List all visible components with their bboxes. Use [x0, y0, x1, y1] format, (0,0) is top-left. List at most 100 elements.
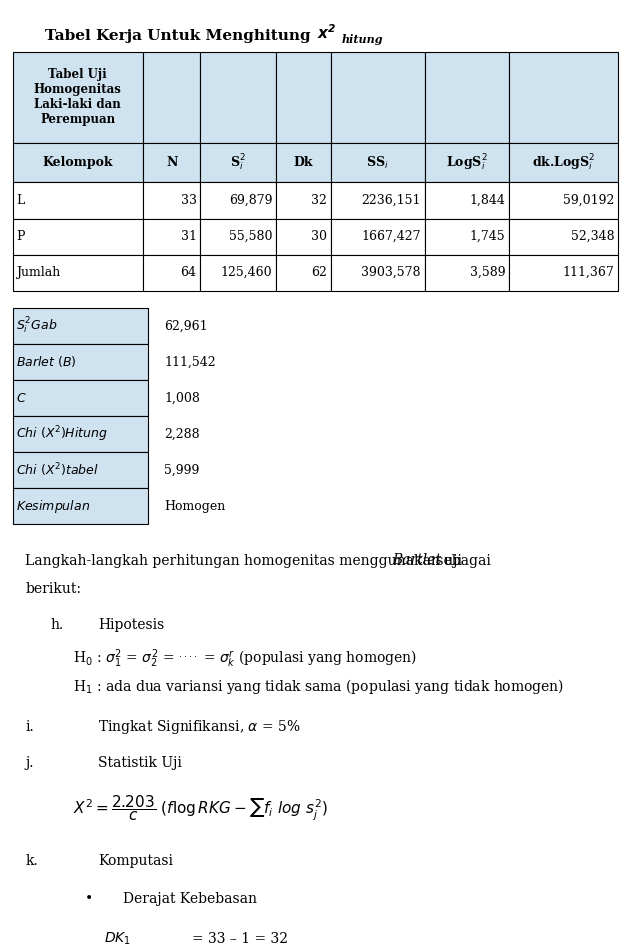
Text: 62: 62	[311, 266, 327, 279]
Text: $\bfit{x}^2$: $\bfit{x}^2$	[317, 23, 336, 42]
Text: 1,844: 1,844	[469, 194, 505, 207]
Bar	[425, 182, 509, 218]
Text: Homogen: Homogen	[164, 500, 225, 513]
Text: 62,961: 62,961	[164, 319, 208, 332]
Text: Kelompok: Kelompok	[42, 156, 113, 169]
Bar	[143, 218, 201, 255]
Text: 1,745: 1,745	[470, 230, 505, 243]
Bar	[331, 182, 425, 218]
Text: 2,288: 2,288	[164, 428, 199, 441]
Text: Bartlet: Bartlet	[392, 554, 442, 567]
Bar	[331, 142, 425, 182]
Text: 64: 64	[180, 266, 197, 279]
Bar	[425, 255, 509, 291]
Bar	[276, 52, 331, 142]
Bar	[276, 218, 331, 255]
Text: H$_0$ : $\sigma_1^2$ = $\sigma_2^2$ = $^{....}$ = $\sigma_k^r$ (populasi yang ho: H$_0$ : $\sigma_1^2$ = $\sigma_2^2$ = $^…	[73, 647, 416, 670]
Text: berikut:: berikut:	[25, 582, 81, 596]
Text: hitung: hitung	[342, 34, 384, 46]
Bar	[13, 308, 148, 344]
Bar	[201, 52, 276, 142]
Text: 69,879: 69,879	[229, 194, 273, 207]
Text: k.: k.	[25, 854, 38, 867]
Text: 3,589: 3,589	[470, 266, 505, 279]
Bar	[331, 218, 425, 255]
Bar	[331, 255, 425, 291]
Bar	[13, 452, 148, 488]
Text: 32: 32	[311, 194, 327, 207]
Bar	[509, 52, 618, 142]
Bar	[143, 52, 201, 142]
Bar	[509, 218, 618, 255]
Text: 31: 31	[180, 230, 197, 243]
Text: dk.LogS$_i^2$: dk.LogS$_i^2$	[532, 152, 596, 173]
Text: H$_1$ : ada dua variansi yang tidak sama (populasi yang tidak homogen): H$_1$ : ada dua variansi yang tidak sama…	[73, 677, 563, 696]
Text: Statistik Uji: Statistik Uji	[98, 756, 182, 770]
Text: Langkah-langkah perhitungan homogenitas menggunakan uji: Langkah-langkah perhitungan homogenitas …	[25, 554, 466, 567]
Bar	[13, 255, 143, 291]
Text: 3903,578: 3903,578	[362, 266, 421, 279]
Text: Tingkat Signifikansi, $\alpha$ = 5%: Tingkat Signifikansi, $\alpha$ = 5%	[98, 718, 300, 735]
Text: Dk: Dk	[293, 156, 313, 169]
Text: 1,008: 1,008	[164, 391, 200, 405]
Text: P: P	[16, 230, 25, 243]
Bar	[276, 255, 331, 291]
Bar	[509, 255, 618, 291]
Text: 1667,427: 1667,427	[362, 230, 421, 243]
Bar	[425, 52, 509, 142]
Text: $Kesimpulan$: $Kesimpulan$	[16, 498, 90, 515]
Bar	[201, 182, 276, 218]
Text: Tabel Kerja Untuk Menghitung: Tabel Kerja Untuk Menghitung	[45, 29, 316, 43]
Text: Jumlah: Jumlah	[16, 266, 61, 279]
Text: 33: 33	[180, 194, 197, 207]
Text: 111,367: 111,367	[563, 266, 615, 279]
Bar	[13, 344, 148, 380]
Text: 5,999: 5,999	[164, 464, 199, 477]
Text: L: L	[16, 194, 25, 207]
Bar	[509, 182, 618, 218]
Bar	[276, 142, 331, 182]
Bar	[201, 142, 276, 182]
Bar	[13, 52, 143, 142]
Bar	[509, 142, 618, 182]
Text: sebagai: sebagai	[432, 554, 491, 567]
Bar	[13, 142, 143, 182]
Text: N: N	[166, 156, 177, 169]
Text: $DK_1$: $DK_1$	[104, 930, 131, 947]
Bar	[425, 142, 509, 182]
Text: h.: h.	[50, 618, 64, 632]
Bar	[425, 218, 509, 255]
Text: 59,0192: 59,0192	[563, 194, 615, 207]
Text: Derajat Kebebasan: Derajat Kebebasan	[123, 892, 257, 905]
Bar	[143, 182, 201, 218]
Text: •: •	[85, 892, 93, 905]
Text: 111,542: 111,542	[164, 355, 216, 369]
Text: S$_i^2$: S$_i^2$	[230, 152, 246, 173]
Text: $Chi\ (X^2)tabel$: $Chi\ (X^2)tabel$	[16, 462, 99, 479]
Text: Tabel Uji
Homogenitas
Laki-laki dan
Perempuan: Tabel Uji Homogenitas Laki-laki dan Pere…	[34, 68, 122, 126]
Bar	[13, 416, 148, 452]
Text: = 33 – 1 = 32: = 33 – 1 = 32	[192, 932, 288, 945]
Text: 2236,151: 2236,151	[362, 194, 421, 207]
Bar	[13, 218, 143, 255]
Bar	[13, 488, 148, 524]
Text: 30: 30	[311, 230, 327, 243]
Text: LogS$_i^2$: LogS$_i^2$	[446, 152, 488, 173]
Bar	[13, 380, 148, 416]
Bar	[143, 142, 201, 182]
Text: j.: j.	[25, 756, 33, 770]
Text: 55,580: 55,580	[229, 230, 273, 243]
Text: 125,460: 125,460	[221, 266, 273, 279]
Text: Komputasi: Komputasi	[98, 854, 173, 867]
Text: $S_i^2Gab$: $S_i^2Gab$	[16, 315, 58, 336]
Text: 52,348: 52,348	[571, 230, 615, 243]
Bar	[201, 218, 276, 255]
Text: $Barlet\ (B)$: $Barlet\ (B)$	[16, 354, 77, 370]
Bar	[13, 182, 143, 218]
Text: $X^2 = \dfrac{2.203}{c}\ ( f \log RKG - \sum f_i\ \mathit{log}\ s_j^2)$: $X^2 = \dfrac{2.203}{c}\ ( f \log RKG - …	[73, 793, 327, 824]
Text: i.: i.	[25, 720, 34, 733]
Bar	[143, 255, 201, 291]
Text: Hipotesis: Hipotesis	[98, 618, 164, 632]
Bar	[276, 182, 331, 218]
Text: $Chi\ (X^2)Hitung$: $Chi\ (X^2)Hitung$	[16, 425, 108, 444]
